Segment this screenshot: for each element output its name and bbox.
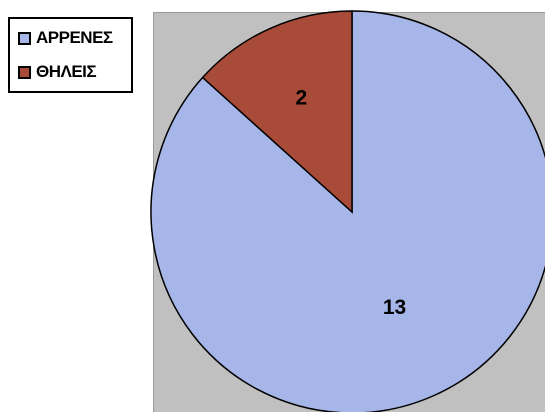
pie-slice-0 (150, 10, 545, 412)
legend-swatch-theleis (18, 65, 31, 79)
legend-entry-theleis: ΘΗΛΕΙΣ (18, 60, 97, 84)
legend: ΑΡΡΕΝΕΣ ΘΗΛΕΙΣ (8, 17, 133, 93)
legend-label-arrenes: ΑΡΡΕΝΕΣ (36, 28, 113, 47)
pie-slice-1 (201, 10, 353, 214)
pie-data-label-1: 2 (295, 87, 307, 110)
legend-swatch-arrenes (18, 31, 31, 45)
legend-entry-arrenes: ΑΡΡΕΝΕΣ (18, 26, 113, 50)
pie-data-label-0: 13 (383, 296, 406, 319)
legend-label-theleis: ΘΗΛΕΙΣ (36, 62, 97, 81)
